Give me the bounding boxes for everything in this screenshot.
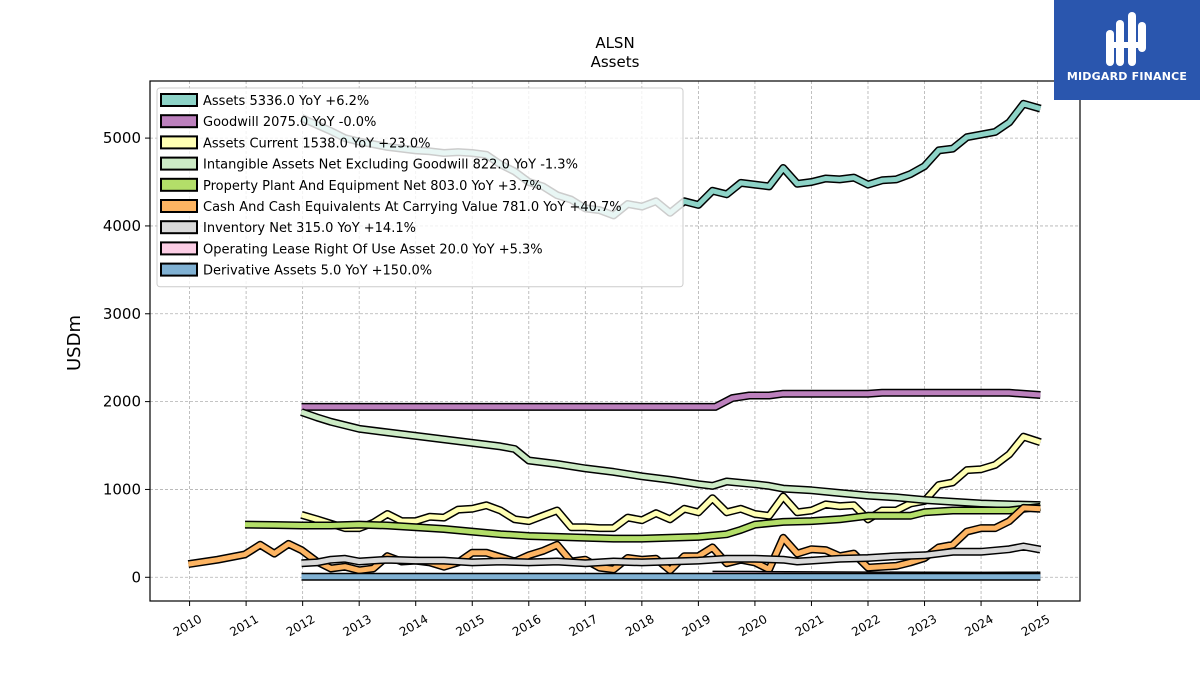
legend-label: Operating Lease Right Of Use Asset 20.0 … (203, 242, 543, 257)
x-tick-label: 2025 (1019, 612, 1052, 639)
legend-label: Inventory Net 315.0 YoY +14.1% (203, 221, 416, 236)
series-line (301, 390, 1041, 410)
legend-label: Cash And Cash Equivalents At Carrying Va… (203, 200, 622, 215)
legend-box (156, 87, 684, 288)
legend-label: Assets Current 1538.0 YoY +23.0% (203, 136, 430, 151)
x-tick-label: 2010 (171, 612, 204, 639)
series-layer (187, 99, 1042, 581)
legend-swatch (160, 135, 198, 150)
legend-swatch (160, 114, 198, 129)
x-tick-label: 2011 (227, 612, 260, 639)
legend-swatch (160, 262, 198, 277)
plot-frame (149, 80, 1081, 602)
y-tick-label: 3000 (103, 305, 141, 323)
x-tick-label: 2021 (793, 612, 826, 639)
legend-swatch (160, 177, 198, 192)
legend-label: Property Plant And Equipment Net 803.0 Y… (203, 179, 542, 194)
x-tick-label: 2015 (454, 612, 487, 639)
series-line (244, 504, 1041, 542)
legend-swatch (160, 220, 198, 235)
y-tick-label: 4000 (103, 217, 141, 235)
midgard-logo-icon (1106, 12, 1146, 66)
brand-name: MIDGARD FINANCE (1066, 70, 1188, 83)
y-tick-label: 2000 (103, 393, 141, 411)
brand-logo: MIDGARD FINANCE (1054, 0, 1200, 100)
series-intangible-assets-net-excluding-goodwill (300, 408, 1041, 510)
x-tick-label: 2013 (340, 612, 373, 639)
legend: Assets 5336.0 YoY +6.2% Goodwill 2075.0 Y… (156, 87, 684, 288)
y-axis-label: USDm (64, 315, 85, 371)
legend-label: Goodwill 2075.0 YoY -0.0% (203, 115, 376, 130)
x-tick-label: 2024 (962, 612, 995, 639)
y-tick-label: 1000 (103, 480, 141, 498)
y-tick-label: 0 (131, 568, 141, 586)
legend-label: Derivative Assets 5.0 YoY +150.0% (203, 264, 432, 279)
legend-swatch (160, 199, 198, 213)
legend-swatch (160, 93, 198, 107)
legend-label: Intangible Assets Net Excluding Goodwill… (203, 158, 578, 173)
x-tick-label: 2014 (397, 612, 430, 639)
x-tick-label: 2016 (510, 612, 543, 639)
y-tick-label: 5000 (103, 129, 141, 147)
series-inventory-net (301, 542, 1042, 568)
chart-title: ALSN (595, 34, 634, 52)
legend-label: Assets 5336.0 YoY +6.2% (203, 94, 369, 109)
legend-swatch (160, 156, 198, 171)
series-property-plant-and-equipment-net (244, 502, 1041, 543)
x-tick-label: 2017 (567, 612, 600, 639)
legend-swatch (160, 241, 198, 256)
x-tick-label: 2022 (849, 612, 882, 639)
x-tick-label: 2020 (736, 612, 769, 639)
x-tick-label: 2019 (680, 612, 713, 639)
series-goodwill (301, 388, 1041, 411)
series-line (301, 544, 1041, 566)
x-tick-label: 2012 (284, 612, 317, 639)
series-line (300, 409, 1041, 508)
x-tick-label: 2023 (906, 612, 939, 639)
chart-subtitle: Assets (591, 53, 640, 71)
x-tick-label: 2018 (623, 612, 656, 639)
